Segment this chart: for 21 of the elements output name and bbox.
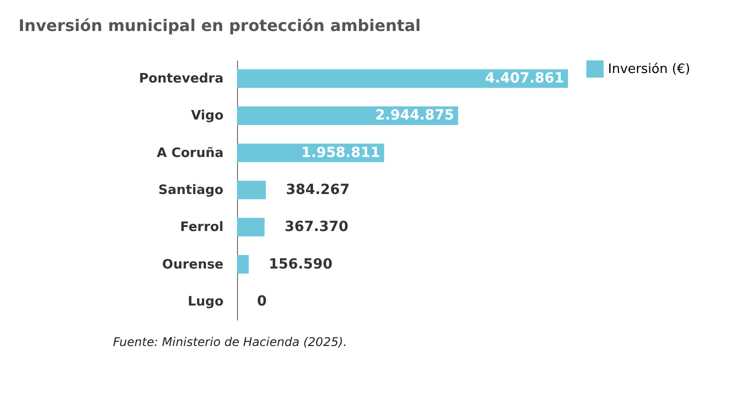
data-label: 156.590 — [268, 256, 333, 272]
bar — [237, 69, 568, 88]
data-label: 4.407.861 — [485, 70, 564, 87]
bar — [237, 255, 249, 274]
data-label: 2.944.875 — [375, 108, 454, 124]
data-label: 0 — [257, 293, 267, 310]
y-tick-label: Lugo — [188, 294, 224, 310]
y-tick-label: Santiago — [158, 183, 224, 198]
y-tick-label: Vigo — [190, 108, 224, 124]
chart-title: Inversión municipal en protección ambiental — [18, 16, 421, 35]
y-tick-label: Pontevedra — [138, 72, 224, 87]
y-tick-label: Ourense — [162, 257, 224, 272]
data-label: 384.267 — [286, 182, 350, 198]
data-label: 367.370 — [284, 219, 349, 236]
bar — [237, 180, 266, 200]
data-label: 1.958.811 — [301, 144, 380, 161]
y-tick-label: A Coruña — [156, 146, 224, 161]
source-note: Fuente: Ministerio de Hacienda (2025). — [113, 335, 347, 349]
bar — [237, 218, 265, 236]
y-tick-label: Ferrol — [180, 220, 224, 236]
legend-label: Inversión (€) — [608, 62, 690, 77]
